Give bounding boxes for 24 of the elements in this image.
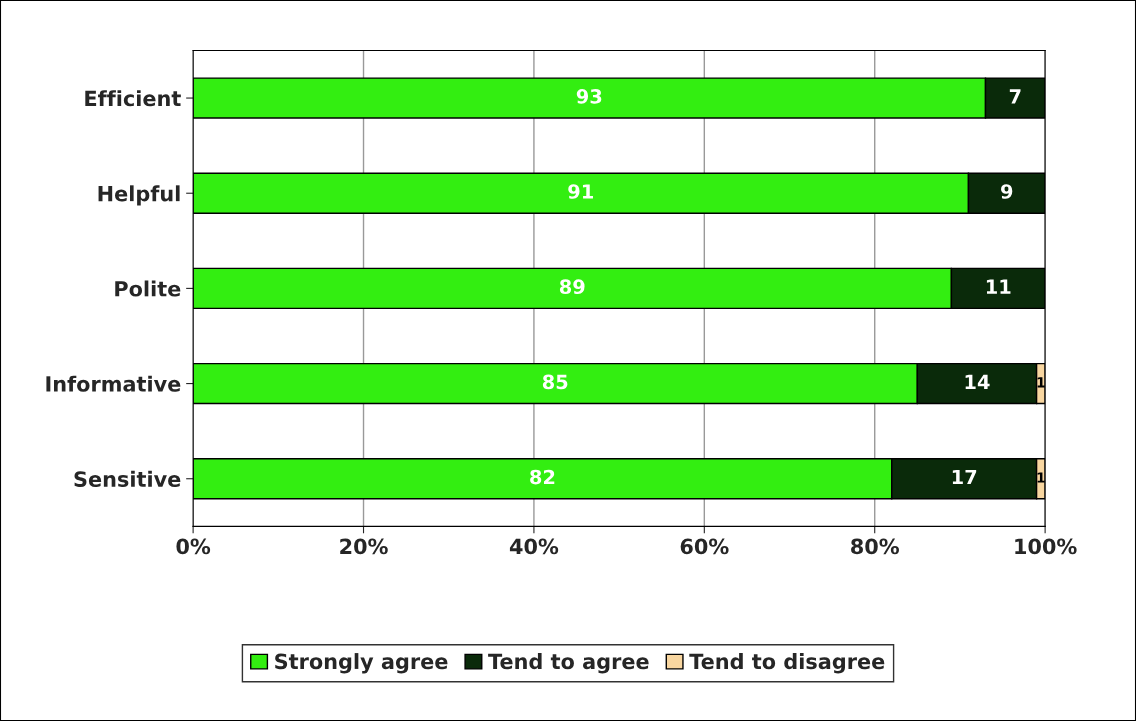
legend-label: Tend to agree: [488, 653, 649, 674]
data-label: 93: [576, 88, 602, 104]
x-tick-label: 40%: [509, 538, 559, 555]
data-label: 91: [568, 184, 593, 199]
data-label: 82: [530, 469, 555, 485]
x-tick-label: 100%: [1015, 538, 1077, 555]
y-tick-label: Helpful: [98, 185, 180, 206]
data-label: 85: [542, 374, 568, 390]
data-label: 89: [559, 279, 585, 295]
data-label: 14: [965, 374, 990, 389]
y-tick-label: Sensitive: [74, 470, 181, 487]
data-label: 17: [952, 469, 977, 485]
y-tick-label: Informative: [46, 375, 181, 392]
x-tick-label: 80%: [851, 538, 899, 555]
legend-label: Strongly agree: [275, 653, 448, 674]
data-label: 9: [1001, 184, 1013, 199]
data-label: 7: [1009, 89, 1021, 104]
y-tick-label: Polite: [115, 280, 181, 297]
y-tick-label: Efficient: [85, 90, 181, 107]
x-tick-label: 0%: [176, 538, 211, 555]
legend-label: Tend to disagree: [689, 653, 885, 674]
data-label: 11: [986, 279, 1011, 294]
x-tick-label: 60%: [680, 538, 729, 555]
x-tick-label: 20%: [340, 538, 388, 555]
